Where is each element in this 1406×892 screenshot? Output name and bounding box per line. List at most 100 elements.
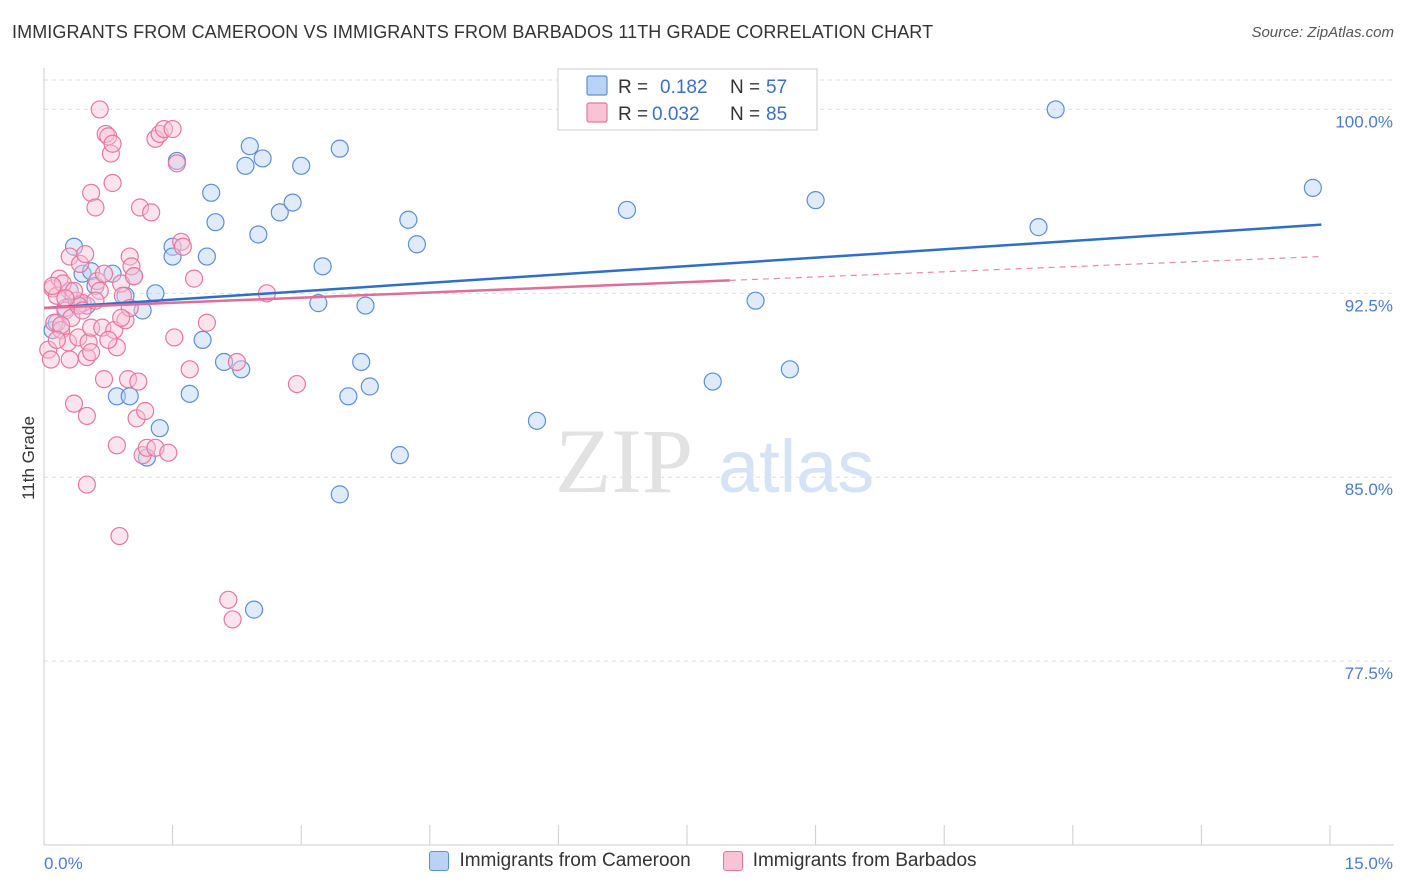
point-cameroon	[309, 294, 328, 313]
point-barbados	[94, 370, 114, 389]
chart-title: IMMIGRANTS FROM CAMEROON VS IMMIGRANTS F…	[12, 22, 934, 42]
legend-r-label-2: R =	[618, 104, 648, 125]
trend-line-cameroon	[43, 223, 1322, 310]
y-tick-label: 92.5%	[1345, 296, 1393, 315]
point-cameroon	[236, 156, 255, 175]
data-points	[39, 100, 1322, 629]
point-cameroon	[193, 330, 212, 350]
point-barbados	[77, 475, 96, 494]
legend-swatch-cameroon	[586, 75, 608, 96]
point-cameroon	[150, 419, 169, 438]
point-cameroon	[283, 193, 302, 212]
point-cameroon	[339, 387, 358, 406]
point-barbados	[227, 352, 246, 372]
legend-item-barbados: Immigrants from Barbados	[722, 850, 977, 872]
point-barbados	[103, 173, 122, 193]
point-cameroon	[240, 137, 259, 156]
legend-n-value-2: 85	[766, 104, 787, 125]
point-cameroon	[399, 210, 418, 229]
legend-swatch	[429, 851, 450, 871]
point-barbados	[50, 269, 69, 288]
point-cameroon	[313, 257, 332, 276]
point-cameroon	[330, 485, 349, 504]
point-barbados	[60, 247, 79, 266]
point-cameroon	[214, 352, 234, 372]
trend-lines	[43, 223, 1322, 310]
point-barbados	[56, 289, 75, 308]
y-tick-label: 85.0%	[1345, 480, 1393, 499]
point-barbados	[130, 198, 150, 217]
legend-label-cameroon: Immigrants from Cameroon	[459, 850, 691, 871]
point-barbados	[76, 244, 95, 264]
x-tick-label: 15.0%	[1345, 854, 1393, 873]
point-cameroon	[1303, 178, 1322, 197]
legend-swatch	[722, 851, 743, 871]
point-barbados	[180, 360, 199, 379]
point-barbados	[96, 124, 115, 144]
point-barbados	[90, 100, 109, 119]
point-barbados	[173, 237, 192, 256]
point-cameroon	[120, 387, 139, 406]
point-cameroon	[163, 237, 182, 256]
point-barbados	[136, 401, 155, 421]
point-barbados	[70, 254, 90, 273]
point-barbados	[287, 374, 307, 394]
point-cameroon	[330, 139, 349, 158]
point-cameroon	[356, 296, 375, 315]
point-barbados	[167, 154, 186, 173]
point-barbados	[159, 443, 178, 462]
point-barbados	[60, 350, 79, 369]
point-barbados	[64, 394, 84, 413]
point-cameroon	[249, 225, 268, 244]
point-barbados	[82, 343, 101, 362]
point-barbados	[165, 328, 184, 347]
point-cameroon	[270, 203, 289, 222]
legend-n-label-2: N =	[730, 104, 760, 125]
point-barbados	[99, 330, 118, 350]
trend-line-barbados-dashed	[729, 255, 1322, 281]
point-barbados	[77, 406, 96, 426]
legend-n-label-1: N =	[730, 77, 760, 98]
x-tick-label: 0.0%	[44, 854, 83, 873]
point-barbados	[41, 350, 60, 369]
point-cameroon	[292, 156, 311, 175]
point-barbados	[110, 526, 129, 546]
y-tick-label: 100.0%	[1335, 112, 1393, 131]
legend-r-value-2: 0.032	[652, 104, 700, 125]
point-barbados	[94, 264, 114, 283]
point-cameroon	[806, 191, 825, 210]
point-cameroon	[360, 377, 379, 396]
stats-legend: R = 0.182 N = 57 R = 0.032 N = 85	[557, 68, 818, 131]
point-cameroon	[253, 149, 272, 168]
point-barbados	[112, 308, 131, 327]
point-cameroon	[703, 372, 722, 391]
point-barbados	[197, 313, 216, 332]
series-legend: Immigrants from Cameroon Immigrants from…	[0, 850, 1406, 872]
point-barbados	[47, 330, 66, 350]
watermark-zip: ZIP	[555, 410, 693, 512]
point-barbados	[52, 316, 71, 335]
point-barbados	[43, 276, 62, 296]
tick-labels: 77.5% 85.0% 92.5% 100.0% 0.0% 15.0%	[44, 112, 1393, 873]
point-barbados	[163, 119, 182, 139]
y-axis-label: 11th Grade	[19, 416, 38, 500]
trend-line-barbados	[43, 279, 730, 310]
point-cameroon	[1046, 100, 1065, 119]
point-cameroon	[64, 237, 84, 256]
point-barbados	[142, 203, 161, 222]
y-tick-label: 77.5%	[1345, 664, 1393, 683]
point-cameroon	[527, 411, 547, 430]
legend-swatch-barbados	[586, 102, 608, 123]
point-cameroon	[352, 352, 371, 372]
point-barbados	[69, 328, 88, 347]
legend-item-cameroon: Immigrants from Cameroon	[429, 850, 691, 872]
legend-r-label-1: R =	[618, 77, 648, 98]
point-cameroon	[107, 387, 126, 406]
point-cameroon	[407, 235, 427, 254]
point-cameroon	[746, 291, 765, 310]
point-barbados	[219, 590, 238, 609]
point-barbados	[223, 610, 242, 629]
legend-label-barbados: Immigrants from Barbados	[752, 850, 977, 871]
point-cameroon	[390, 446, 409, 465]
